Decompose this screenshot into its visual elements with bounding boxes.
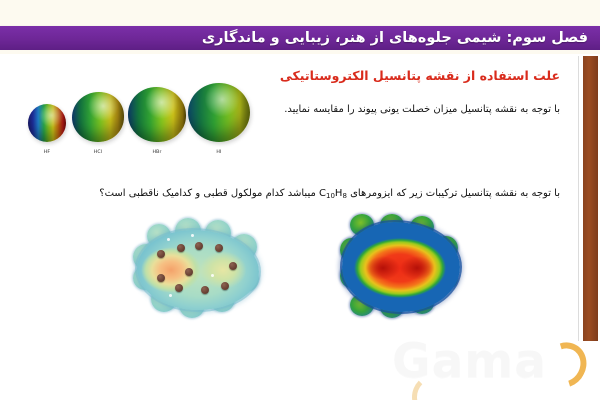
azulene-highlight [169, 294, 172, 297]
azulene-atom [175, 284, 183, 292]
question-two-text: با توجه به نقشه پتانسیل ترکیبات زیر که ا… [99, 188, 560, 200]
azulene-atom [157, 274, 165, 282]
formula-h: H [334, 188, 343, 199]
azulene-atom [221, 282, 229, 290]
hcl-label: HCl [93, 150, 103, 155]
hcl-sphere-icon [72, 92, 124, 142]
azulene-atom [177, 244, 185, 252]
hi-label: HI [216, 150, 222, 155]
naphthalene-surface [342, 222, 460, 312]
isomer-map-row [0, 214, 578, 339]
watermark-text: Gama [392, 334, 547, 389]
hbr-label: HBr [152, 150, 162, 155]
azulene-atom [185, 268, 193, 276]
azulene-atom [201, 286, 209, 294]
section-heading: علت استفاده از نقشه پتانسیل الکتروستاتیک… [279, 68, 560, 83]
azulene-potential-map [133, 214, 263, 324]
halide-map-hbr: HBr [128, 87, 186, 155]
top-cream-strip [0, 0, 600, 26]
hf-sphere-icon [28, 104, 66, 142]
halide-map-hf: HF [28, 104, 66, 155]
halide-map-hcl: HCl [72, 92, 124, 155]
hi-sphere-icon [188, 83, 250, 142]
azulene-highlight [191, 234, 194, 237]
right-bar-divider [578, 56, 579, 341]
hbr-sphere-icon [128, 87, 186, 142]
right-accent-bar [583, 56, 598, 341]
halide-potential-map-row: HF HCl HBr HI [24, 80, 250, 158]
question-two-part-a: با توجه به نقشه پتانسیل ترکیبات زیر که ا… [346, 188, 560, 199]
content-area: علت استفاده از نقشه پتانسیل الکتروستاتیک… [0, 54, 578, 344]
header-band: فصل سوم: شیمی جلوه‌های از هنر، زیبایی و … [0, 26, 600, 50]
page-title: فصل سوم: شیمی جلوه‌های از هنر، زیبایی و … [201, 29, 588, 46]
naphthalene-blob [340, 214, 465, 319]
hf-label: HF [43, 150, 51, 155]
azulene-atom [215, 244, 223, 252]
question-one-text: با توجه به نقشه پتانسیل میزان خصلت یونی … [284, 104, 560, 115]
formula-c-count: 10 [325, 192, 335, 200]
azulene-atom [157, 250, 165, 258]
halide-map-hi: HI [188, 83, 250, 155]
azulene-highlight [167, 238, 170, 241]
formula-h-count: 8 [342, 192, 347, 200]
azulene-atom [229, 262, 237, 270]
watermark-ring-icon [412, 374, 458, 400]
header-underline-strip [0, 50, 600, 54]
azulene-highlight [211, 274, 214, 277]
naphthalene-potential-map [340, 214, 465, 319]
formula-c: C [319, 188, 326, 199]
azulene-blob [133, 214, 263, 324]
question-two-part-b: میباشد کدام مولکول قطبی و کدامیک ناقطبی … [99, 188, 319, 199]
azulene-atom [195, 242, 203, 250]
gama-watermark: Gama [392, 334, 595, 400]
